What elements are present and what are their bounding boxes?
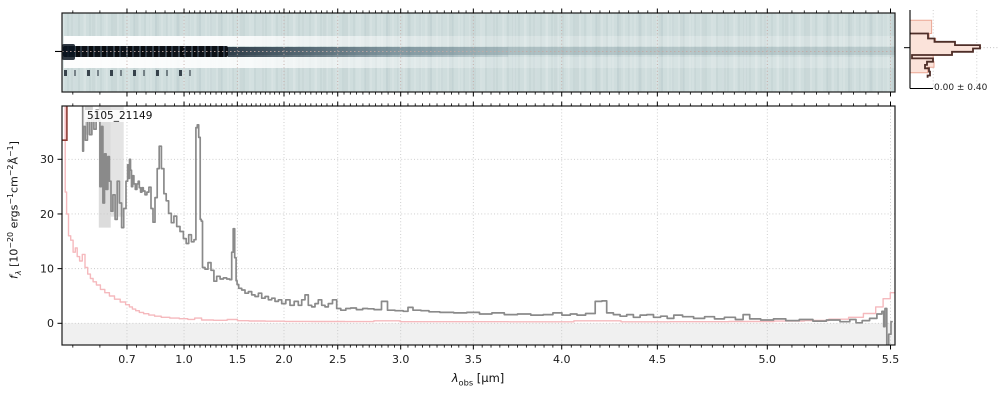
x-tick-label: 5.5 [882, 353, 900, 366]
x-tick-label: 3.0 [392, 353, 410, 366]
error-curve [64, 106, 895, 323]
spec2d-speckles [64, 70, 199, 76]
spec2d-masked-band-top [64, 36, 474, 46]
x-tick-label: 1.5 [229, 353, 247, 366]
spec2d-dark-blob [62, 44, 75, 60]
spec2d-trace-tail [228, 46, 508, 57]
profile-curve [910, 32, 981, 78]
x-axis-label: λobs [μm] [451, 371, 505, 388]
y-axis-label: fλ [10−20 ergs−1cm−2Å−1] [6, 141, 23, 279]
y-tick-label: 10 [40, 262, 54, 275]
spec1d-spines [61, 105, 896, 346]
x-tick-label: 1.0 [175, 353, 193, 366]
spec2d-trace-core [63, 46, 228, 57]
x-tick-label: 0.7 [118, 353, 136, 366]
artifact-column [110, 106, 124, 217]
profile-stats-label: 0.00 ± 0.40 [934, 83, 988, 93]
spec2d-masked-band-bottom [64, 57, 494, 68]
y-tick-label: 30 [40, 153, 54, 166]
below-zero-band [62, 323, 895, 345]
artifact-column [98, 106, 111, 228]
profile-fill [909, 19, 981, 74]
x-tick-label: 2.5 [329, 353, 347, 366]
spec2d-panel [62, 13, 895, 92]
x-tick-label: 2.0 [275, 353, 293, 366]
target-id-label: 5105_21149 [85, 110, 155, 123]
x-tick-label: 4.5 [649, 353, 667, 366]
y-tick-label: 0 [47, 317, 54, 330]
x-tick-label: 3.5 [465, 353, 483, 366]
y-tick-label: 20 [40, 208, 54, 221]
x-tick-label: 4.0 [553, 353, 571, 366]
spectrum-curve [81, 106, 893, 345]
x-tick-label: 5.0 [759, 353, 777, 366]
